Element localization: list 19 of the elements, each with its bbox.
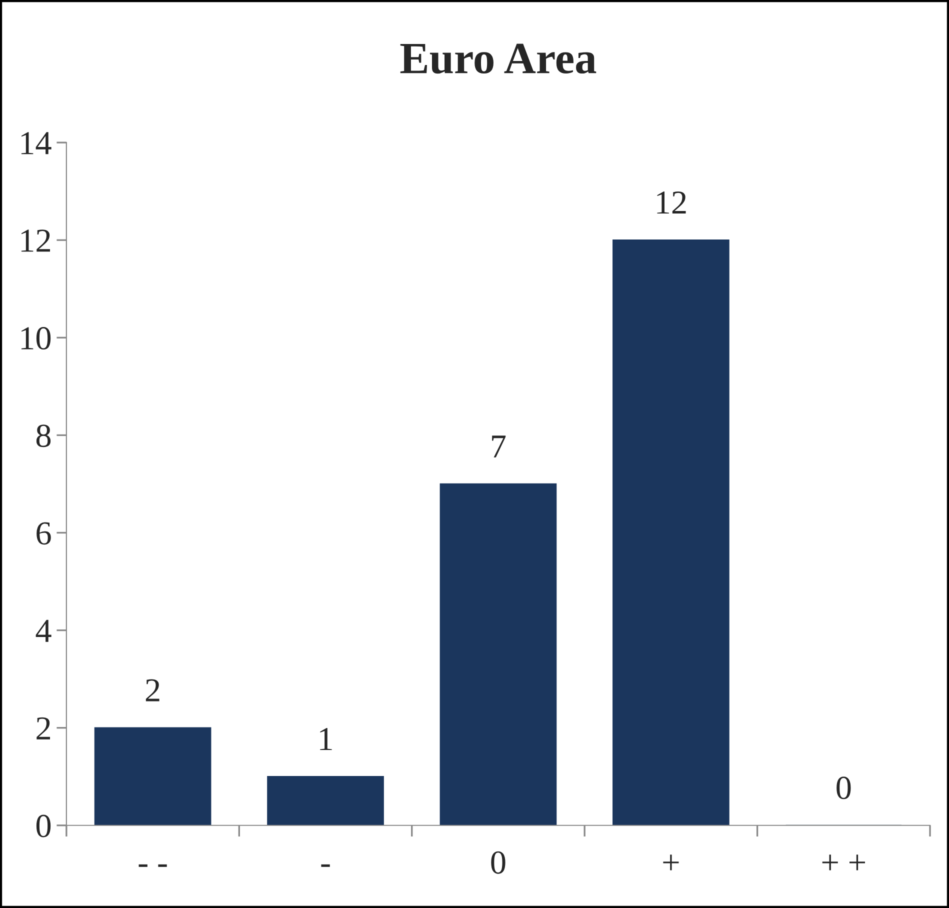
- y-tick-label: 12: [21, 230, 50, 252]
- y-tick-label: 6: [36, 522, 51, 545]
- data-label: 12: [657, 191, 686, 214]
- data-label: 1: [320, 728, 332, 750]
- x-tick-label: + +: [822, 854, 865, 870]
- chart-title: Euro Area: [400, 44, 596, 74]
- y-tick-label: 10: [21, 327, 51, 350]
- data-label: 2: [146, 679, 160, 702]
- data-label: 0: [836, 776, 851, 800]
- y-tick-label: 4: [36, 620, 52, 642]
- x-tick-label: 0: [491, 851, 506, 874]
- x-tick-label: - -: [138, 864, 167, 867]
- y-tick-label: 8: [36, 424, 51, 448]
- y-tick-label: 2: [36, 717, 50, 740]
- y-tick-label: 14: [21, 132, 52, 154]
- x-tick-label: +: [663, 854, 679, 870]
- y-tick-label: 0: [36, 814, 51, 838]
- x-tick-label: -: [321, 864, 330, 867]
- data-label: 7: [492, 436, 506, 458]
